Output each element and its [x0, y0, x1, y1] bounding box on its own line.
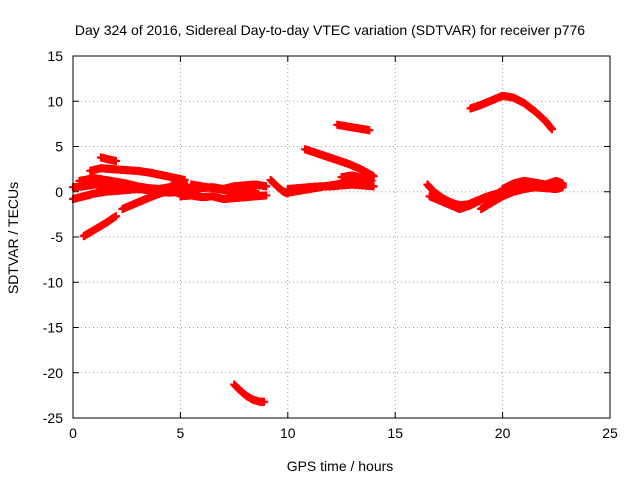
- series-arc-p: [333, 120, 374, 135]
- data-point: [262, 191, 271, 200]
- series-arc-q: [337, 171, 376, 185]
- y-tick-label: -10: [43, 274, 63, 290]
- y-tick-label: 10: [47, 93, 63, 109]
- x-tick-label: 10: [280, 425, 296, 441]
- series-arc-k: [230, 380, 269, 406]
- series-arc-d: [86, 164, 189, 184]
- chart-title: Day 324 of 2016, Sidereal Day-to-day VTE…: [75, 22, 585, 38]
- y-tick-label: -20: [43, 365, 63, 381]
- series-arc-v: [466, 91, 557, 134]
- data-point: [365, 126, 374, 135]
- y-tick-label: -5: [51, 229, 64, 245]
- series-arc-h: [176, 191, 271, 203]
- y-tick-label: 15: [47, 48, 63, 64]
- y-tick-label: 0: [55, 184, 63, 200]
- series-arc-u: [498, 176, 567, 194]
- series-arc-f: [79, 212, 120, 241]
- data-point: [369, 172, 378, 181]
- tick-layer: 0 5 10 15 20 25 -25 -20 -15 -10 -5 0 5 10 15: [43, 48, 618, 441]
- data-point: [260, 397, 269, 406]
- data-point: [262, 182, 271, 191]
- data-point: [367, 176, 376, 185]
- x-tick-label: 20: [495, 425, 511, 441]
- series-arc-j: [187, 180, 260, 196]
- y-tick-label: -15: [43, 320, 63, 336]
- x-axis-label: GPS time / hours: [287, 458, 394, 474]
- data-point: [369, 182, 378, 191]
- data-point: [111, 212, 120, 221]
- y-tick-label: -25: [43, 410, 63, 426]
- data-point: [548, 125, 557, 134]
- y-axis-label: SDTVAR / TECUs: [5, 182, 21, 294]
- x-tick-label: 0: [69, 425, 77, 441]
- data-point: [251, 186, 260, 195]
- series-arc-n: [283, 176, 357, 197]
- x-tick-label: 25: [602, 425, 618, 441]
- x-tick-label: 5: [177, 425, 185, 441]
- data-point: [558, 179, 567, 188]
- series-arc-e: [96, 153, 120, 165]
- y-tick-label: 5: [55, 139, 63, 155]
- grid-layer: [73, 56, 610, 418]
- x-tick-label: 15: [387, 425, 403, 441]
- series-arc-o: [300, 145, 378, 181]
- data-layer: [69, 91, 567, 406]
- data-point: [111, 156, 120, 165]
